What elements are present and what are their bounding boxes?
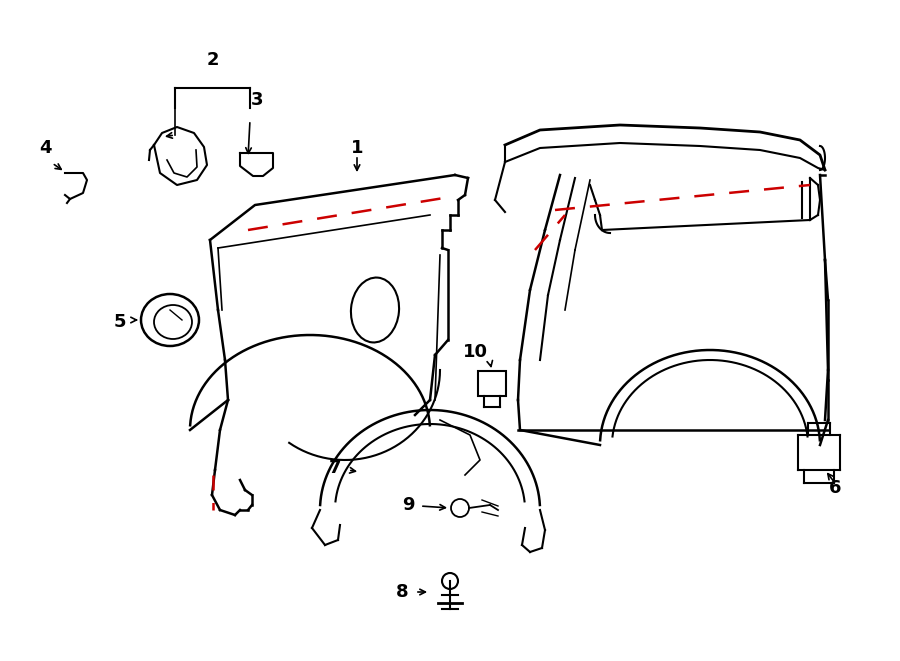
Text: 5: 5 xyxy=(113,313,126,331)
Text: 4: 4 xyxy=(39,139,51,157)
Text: 2: 2 xyxy=(207,51,220,69)
Text: 8: 8 xyxy=(396,583,409,601)
Text: 3: 3 xyxy=(251,91,263,109)
Text: 10: 10 xyxy=(463,343,488,361)
Text: 1: 1 xyxy=(351,139,364,157)
Text: 6: 6 xyxy=(829,479,842,497)
Text: 9: 9 xyxy=(401,496,414,514)
Text: 7: 7 xyxy=(328,459,341,477)
